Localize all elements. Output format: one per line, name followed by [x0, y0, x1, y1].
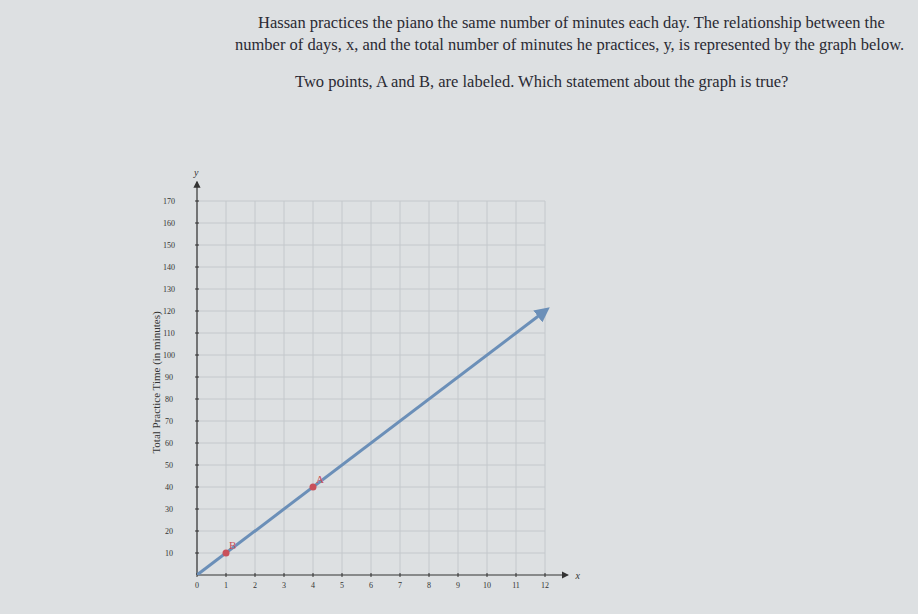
- x-tick: [284, 573, 285, 577]
- chart: xy01234567891011121020304050607080901001…: [0, 0, 918, 614]
- y-tick: [195, 443, 199, 444]
- grid-line-x: [516, 201, 517, 575]
- x-tick-label: 0: [195, 581, 199, 590]
- y-tick: [195, 465, 199, 466]
- grid-line-x: [226, 201, 227, 575]
- y-tick-label: 30: [165, 505, 173, 514]
- y-tick-label: 80: [165, 395, 173, 404]
- question-text: Hassan practices the piano the same numb…: [235, 12, 910, 56]
- x-tick: [458, 573, 459, 577]
- grid-line-x: [429, 201, 430, 575]
- x-tick-label: 10: [483, 581, 491, 590]
- x-tick-label: 8: [427, 581, 431, 590]
- y-tick-label: 60: [165, 439, 173, 448]
- grid-line-y: [197, 311, 545, 312]
- y-tick: [195, 531, 199, 532]
- x-tick: [545, 573, 546, 577]
- y-tick: [195, 245, 199, 246]
- x-tick-label: 7: [398, 581, 402, 590]
- x-tick-label: 12: [541, 581, 549, 590]
- y-tick: [195, 223, 199, 224]
- x-tick-label: 1: [224, 581, 228, 590]
- y-tick-label: 110: [163, 329, 175, 338]
- x-tick: [371, 573, 372, 577]
- y-tick: [195, 267, 199, 268]
- y-tick-label: 140: [163, 263, 175, 272]
- grid-line-x: [371, 201, 372, 575]
- y-tick: [195, 289, 199, 290]
- y-tick-label: 20: [165, 527, 173, 536]
- y-axis: [196, 182, 197, 575]
- x-tick: [487, 573, 488, 577]
- point-label: A: [316, 473, 324, 485]
- y-tick-label: 150: [163, 241, 175, 250]
- x-tick: [516, 573, 517, 577]
- y-tick: [195, 311, 199, 312]
- x-tick-label: 6: [369, 581, 373, 590]
- x-tick-label: 9: [456, 581, 460, 590]
- y-tick-label: 130: [163, 285, 175, 294]
- grid-line-x: [342, 201, 343, 575]
- y-tick-label: 10: [165, 549, 173, 558]
- grid-line-y: [197, 487, 545, 488]
- y-tick: [195, 399, 199, 400]
- grid-line-y: [197, 509, 545, 510]
- grid-line-y: [197, 201, 545, 202]
- x-tick-label: 3: [282, 581, 286, 590]
- grid-line-x: [255, 201, 256, 575]
- grid-line-y: [197, 289, 545, 290]
- data-line: [197, 311, 545, 575]
- grid-line-y: [197, 223, 545, 224]
- grid-line-y: [197, 377, 545, 378]
- grid-line-y: [197, 465, 545, 466]
- y-axis-label: Total Practice Time (in minutes): [150, 311, 163, 454]
- y-tick: [195, 201, 199, 202]
- y-tick: [195, 421, 199, 422]
- x-tick-label: 4: [311, 581, 315, 590]
- y-axis-name: y: [193, 167, 199, 178]
- y-tick: [195, 355, 199, 356]
- y-tick-label: 50: [165, 461, 173, 470]
- grid-line-y: [197, 245, 545, 246]
- grid-line-y: [197, 399, 545, 400]
- y-tick-label: 120: [163, 307, 175, 316]
- x-tick: [255, 573, 256, 577]
- x-tick: [226, 573, 227, 577]
- y-tick-label: 70: [165, 417, 173, 426]
- y-tick: [195, 487, 199, 488]
- x-tick: [342, 573, 343, 577]
- x-tick: [313, 573, 314, 577]
- y-tick-label: 170: [163, 197, 175, 206]
- x-axis-name: x: [575, 570, 581, 581]
- grid-line-y: [197, 531, 545, 532]
- y-tick: [195, 377, 199, 378]
- x-axis: [197, 574, 568, 575]
- x-tick: [400, 573, 401, 577]
- y-tick-label: 90: [165, 373, 173, 382]
- grid-line-x: [284, 201, 285, 575]
- x-tick-label: 11: [512, 581, 520, 590]
- x-tick-label: 5: [340, 581, 344, 590]
- y-tick: [195, 553, 199, 554]
- grid-line-y: [197, 355, 545, 356]
- y-tick-label: 100: [163, 351, 175, 360]
- plot-area: [197, 311, 545, 575]
- grid-line-y: [197, 267, 545, 268]
- grid-line-y: [197, 553, 545, 554]
- grid-line-y: [197, 421, 545, 422]
- grid-line-x: [487, 201, 488, 575]
- y-tick-label: 160: [163, 219, 175, 228]
- point-label: B: [229, 539, 236, 551]
- grid-line-y: [197, 333, 545, 334]
- y-tick: [195, 509, 199, 510]
- grid-line-x: [545, 201, 546, 575]
- x-tick: [429, 573, 430, 577]
- grid-line-x: [400, 201, 401, 575]
- y-tick-label: 40: [165, 483, 173, 492]
- grid-line-x: [458, 201, 459, 575]
- question-prompt: Two points, A and B, are labeled. Which …: [295, 72, 895, 92]
- x-tick-label: 2: [253, 581, 257, 590]
- grid-line-x: [313, 201, 314, 575]
- y-tick: [195, 333, 199, 334]
